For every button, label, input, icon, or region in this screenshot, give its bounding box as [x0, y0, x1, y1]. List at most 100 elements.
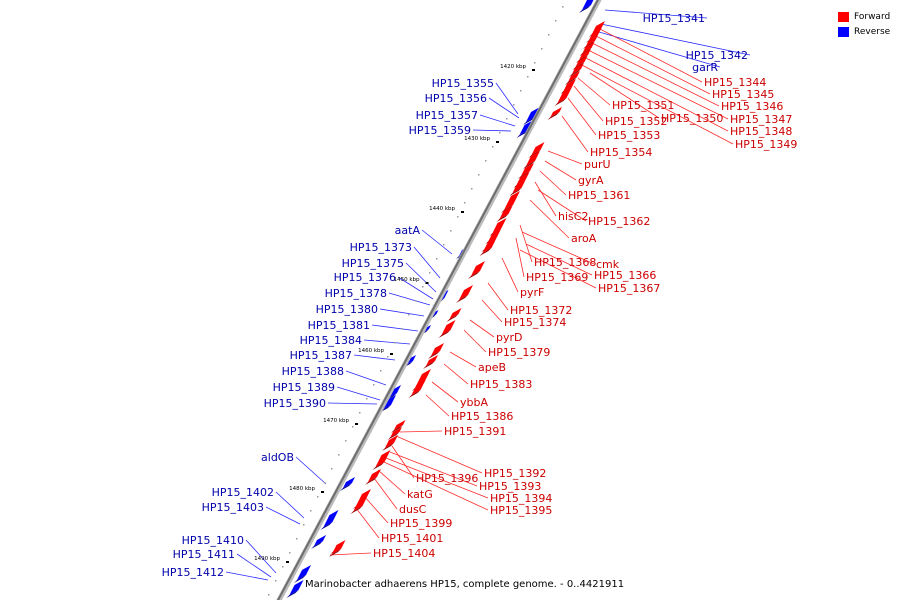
gene-label: garR — [692, 61, 718, 74]
label-leader — [604, 9, 708, 19]
gene-body — [323, 510, 339, 527]
gene-label: HP15_1388 — [282, 365, 344, 378]
forward-gene — [509, 180, 526, 196]
scale-tick — [286, 561, 289, 563]
gene-label: HP15_1411 — [173, 548, 235, 561]
reverse-gene — [516, 120, 534, 138]
label-leader — [327, 402, 378, 405]
gene-shadow — [286, 590, 299, 598]
forward-gene — [565, 71, 580, 85]
gene-label: HP15_1394 — [490, 492, 552, 505]
label-leader — [329, 552, 372, 556]
forward-gene — [365, 469, 381, 485]
forward-gene — [423, 355, 438, 369]
legend-reverse: Reverse — [838, 24, 900, 39]
gene-label: HP15_1346 — [721, 100, 783, 113]
gene-shadow — [496, 214, 509, 222]
legend-reverse-label: Reverse — [854, 26, 891, 37]
gene-label: HP15_1387 — [290, 349, 352, 362]
gene-label: HP15_1366 — [594, 269, 656, 282]
scale-tick — [496, 141, 499, 143]
gene-body — [575, 56, 588, 67]
label-leader — [295, 456, 327, 485]
forward-gene — [372, 450, 391, 470]
scale-tick — [355, 423, 358, 425]
label-leader — [519, 249, 597, 289]
forward-gene — [479, 242, 495, 256]
minor-tick — [394, 342, 396, 344]
label-leader — [363, 339, 411, 345]
label-leader — [487, 282, 509, 311]
gene-label: HP15_1373 — [350, 241, 412, 254]
gene-shadow — [456, 295, 468, 303]
minor-tick — [401, 328, 403, 330]
scale-tick-label: 1480 kbp — [289, 486, 315, 492]
gene-label: aatA — [395, 224, 421, 237]
gene-body — [415, 369, 431, 388]
gene-label: HP15_1401 — [381, 532, 443, 545]
label-leader — [519, 224, 533, 263]
minor-tick — [485, 160, 487, 162]
scale-tick-label: 1440 kbp — [429, 206, 455, 212]
gene-shadow — [547, 112, 560, 120]
label-leader — [377, 469, 406, 495]
gene-label: HP15_1350 — [661, 112, 723, 125]
gene-body — [441, 320, 456, 335]
minor-tick — [499, 132, 501, 134]
gene-label: HP15_1386 — [451, 410, 513, 423]
gene-label: HP15_1353 — [598, 129, 660, 142]
gene-body — [519, 120, 534, 135]
gene-label: HP15_1379 — [488, 346, 550, 359]
gene-label: HP15_1376 — [334, 271, 396, 284]
minor-tick — [534, 62, 536, 64]
forward-gene — [329, 545, 343, 557]
forward-gene — [387, 427, 402, 440]
gene-body — [531, 142, 545, 155]
gene-label: HP15_1393 — [479, 480, 541, 493]
gene-body — [449, 308, 462, 319]
gene-label: HP15_1402 — [212, 486, 274, 499]
gene-shadow — [423, 361, 435, 369]
label-leader — [515, 237, 525, 278]
label-leader — [379, 308, 425, 317]
minor-tick — [373, 384, 375, 386]
gene-label: hisC2 — [558, 210, 588, 223]
gene-label: HP15_1395 — [490, 504, 552, 517]
gene-body — [471, 261, 485, 276]
minor-tick — [289, 552, 291, 554]
gene-shadow — [382, 443, 394, 451]
label-leader — [495, 82, 519, 115]
legend: Forward Reverse — [838, 9, 900, 39]
forward-gene — [350, 500, 366, 514]
gene-shadow — [311, 541, 323, 549]
label-leader — [589, 41, 720, 107]
label-leader — [391, 445, 415, 479]
label-leader — [547, 150, 583, 165]
gene-body — [459, 285, 473, 300]
gene-label: HP15_1347 — [730, 113, 792, 126]
minor-tick — [492, 146, 494, 148]
forward-gene — [468, 261, 485, 279]
minor-tick — [338, 454, 340, 456]
gene-label: HP15_1403 — [202, 501, 264, 514]
gene-label: cmk — [596, 258, 620, 271]
minor-tick — [443, 244, 445, 246]
gene-label: HP15_1355 — [432, 77, 494, 90]
gene-label: gyrA — [578, 174, 604, 187]
reverse-gene — [311, 535, 326, 549]
label-leader — [537, 189, 587, 222]
gene-label: HP15_1381 — [308, 319, 370, 332]
reverse-gene — [294, 565, 311, 583]
label-leader — [275, 491, 305, 519]
label-leader — [567, 97, 597, 136]
minor-tick — [408, 314, 410, 316]
gene-label: HP15_1342 — [686, 49, 748, 62]
gene-body — [526, 107, 540, 122]
minor-tick — [345, 440, 347, 442]
gene-shadow — [468, 271, 480, 279]
reverse-gene — [286, 580, 304, 598]
label-leader — [593, 34, 711, 95]
minor-tick — [541, 48, 543, 50]
label-leader — [425, 394, 450, 417]
minor-tick — [436, 258, 438, 260]
